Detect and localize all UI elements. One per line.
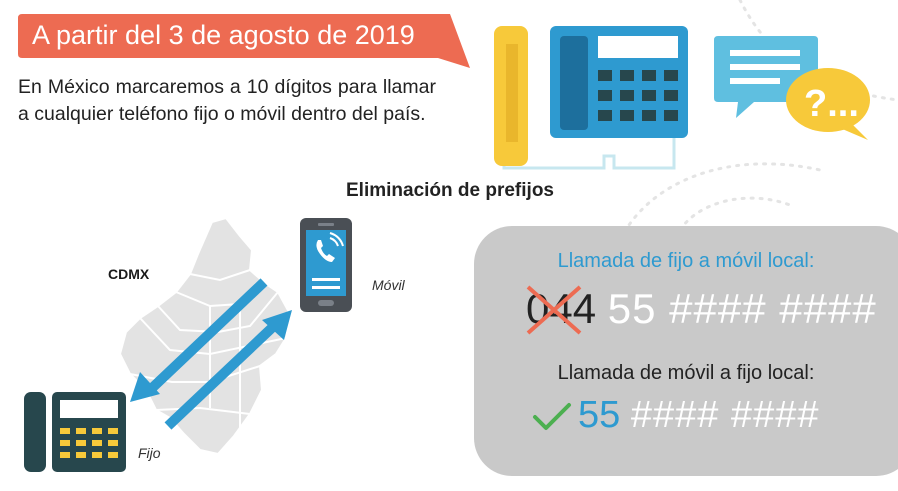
arrow-to-mobile-icon — [164, 310, 292, 430]
call-direction-arrows — [130, 278, 292, 430]
fixed-number-text: #### #### — [630, 394, 820, 436]
landline-label: Fijo — [138, 445, 161, 461]
landline-phone-icon — [24, 392, 126, 472]
mobile-to-fixed-title: Llamada de móvil a fijo local: — [557, 362, 815, 384]
question-bubble-icon: ?... — [786, 68, 870, 140]
mobile-number-text: 55 #### #### — [607, 285, 877, 332]
fixed-to-mobile-number: 044 55 #### #### — [526, 285, 877, 335]
desk-phone-icon — [494, 26, 688, 170]
banner-text: A partir del 3 de agosto de 2019 — [32, 20, 415, 50]
mobile-label: Móvil — [372, 277, 405, 293]
checkmark-icon — [533, 402, 571, 430]
area-code-text: 55 — [578, 394, 621, 436]
dialing-examples-panel — [474, 226, 898, 476]
mobile-to-fixed-number: 55 #### #### — [532, 394, 819, 437]
arrow-to-landline-icon — [130, 278, 268, 402]
mobile-phone-icon — [300, 218, 352, 312]
intro-text: En México marcaremos a 10 dígitos para l… — [18, 76, 436, 125]
map-region-label: CDMX — [108, 266, 150, 282]
fixed-to-mobile-title: Llamada de fijo a móvil local: — [557, 250, 815, 272]
banner-background — [18, 14, 470, 68]
removed-prefix: 044 — [526, 285, 596, 335]
section-title: Eliminación de prefijos — [346, 180, 554, 201]
svg-text:?...: ?... — [804, 83, 859, 125]
cross-icon — [526, 285, 582, 335]
